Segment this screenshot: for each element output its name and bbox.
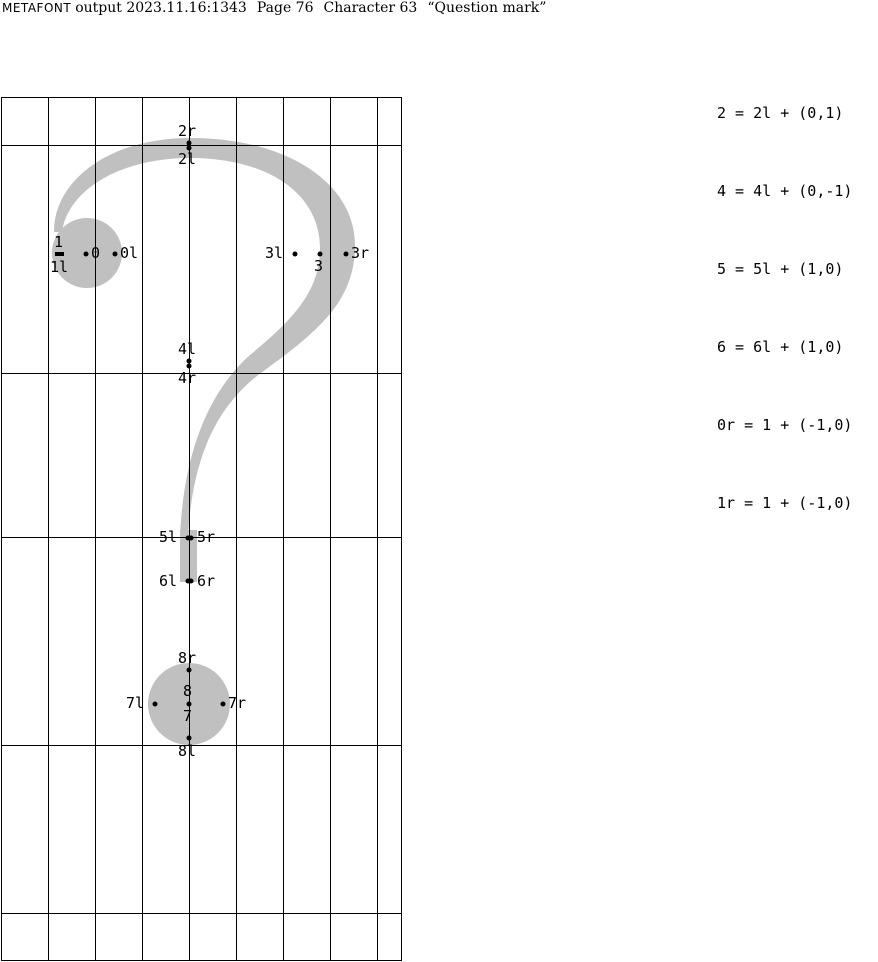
equation: 6 = 6l + (1,0) xyxy=(717,338,844,356)
point-dot xyxy=(317,251,323,257)
character-code: Character 63 xyxy=(323,0,418,16)
point-dot xyxy=(112,251,118,257)
page-number: Page 76 xyxy=(256,0,314,16)
point-label-4l: 4l xyxy=(178,340,196,358)
grid-frame xyxy=(1,97,402,961)
point-label-0l: 0l xyxy=(120,244,138,262)
point-label-4r: 4r xyxy=(178,369,196,387)
point-dot xyxy=(55,252,64,256)
grid xyxy=(1,97,402,961)
point-label-2l: 2l xyxy=(178,150,196,168)
point-label-1l: 1l xyxy=(50,258,68,276)
point-label-8l: 8l xyxy=(178,742,196,760)
point-label-5r: 5r xyxy=(197,528,215,546)
point-dot xyxy=(186,735,192,741)
point-dot xyxy=(186,701,192,707)
point-dot xyxy=(83,251,89,257)
point-label-2r: 2r xyxy=(178,122,196,140)
point-dot xyxy=(186,145,192,151)
equation: 4 = 4l + (0,-1) xyxy=(717,182,853,200)
point-label-7l: 7l xyxy=(126,694,144,712)
stem xyxy=(180,530,197,582)
point-label-6l: 6l xyxy=(159,572,177,590)
point-label-3: 3 xyxy=(314,257,323,275)
point-label-6r: 6r xyxy=(197,572,215,590)
point-label-7: 7 xyxy=(183,707,192,725)
point-label-0: 0 xyxy=(91,244,100,262)
point-dot xyxy=(186,358,192,364)
point-label-3r: 3r xyxy=(351,244,369,262)
equation: 5 = 5l + (1,0) xyxy=(717,260,844,278)
point-dot xyxy=(220,701,226,707)
point-dot xyxy=(186,363,192,369)
output-stamp: output 2023.11.16:1343 xyxy=(75,0,247,16)
character-name: “Question mark” xyxy=(427,0,547,16)
equations-list: 2 = 2l + (0,1) 4 = 4l + (0,-1) 5 = 5l + … xyxy=(717,48,852,542)
proof-header: METAFONT output 2023.11.16:1343 Page 76 Cha… xyxy=(2,0,556,18)
point-labels: 2r 2l 1 1l 0 0l 3l 3 3r 4l 4r 5l 5r 6l 6… xyxy=(50,122,369,760)
point-dot xyxy=(188,535,194,541)
equation: 1r = 1 + (-1,0) xyxy=(717,494,853,512)
equation: 2 = 2l + (0,1) xyxy=(717,104,844,122)
point-label-5l: 5l xyxy=(159,528,177,546)
point-label-7r: 7r xyxy=(228,694,246,712)
program-name: METAFONT xyxy=(2,1,72,15)
hook-stroke xyxy=(54,138,355,538)
point-dot xyxy=(152,701,158,707)
point-dot xyxy=(292,251,298,257)
point-label-3l: 3l xyxy=(265,244,283,262)
point-label-8r: 8r xyxy=(178,649,196,667)
point-dot xyxy=(188,578,194,584)
question-mark-glyph xyxy=(52,138,355,745)
point-label-1: 1 xyxy=(54,233,63,251)
point-markers xyxy=(55,140,349,741)
point-dot xyxy=(186,140,192,146)
point-dot xyxy=(186,667,192,673)
equation: 0r = 1 + (-1,0) xyxy=(717,416,853,434)
point-label-8: 8 xyxy=(183,682,192,700)
point-dot xyxy=(343,251,349,257)
